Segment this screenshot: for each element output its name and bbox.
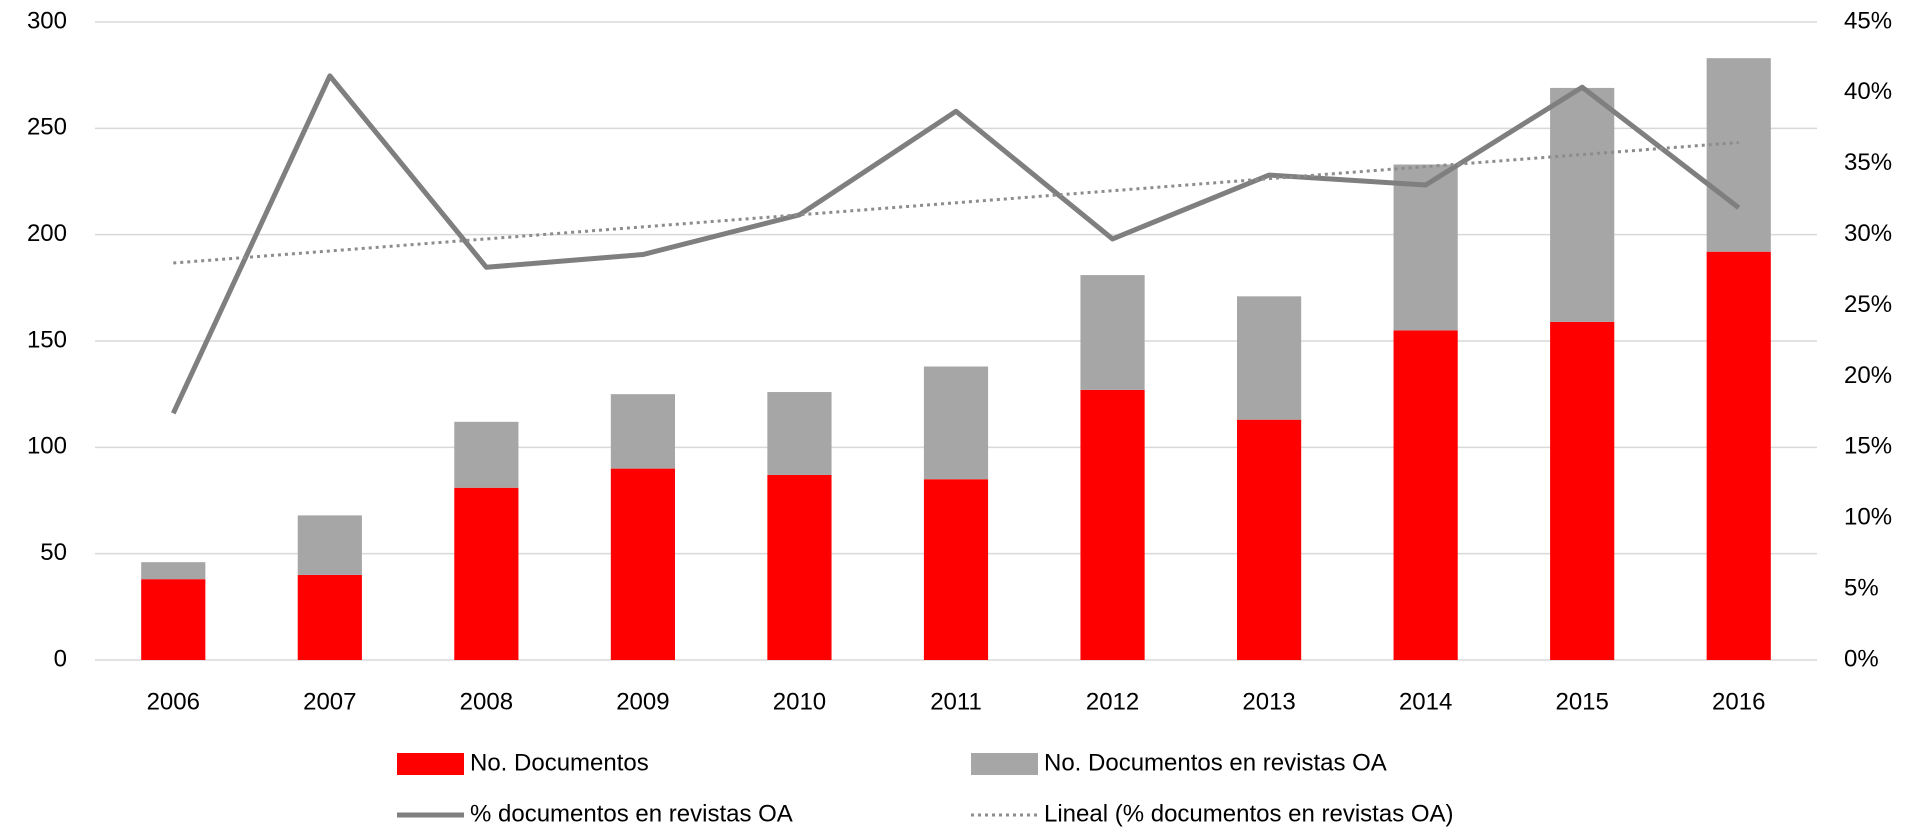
bar bbox=[1393, 164, 1458, 331]
y2-tick-label: 10% bbox=[1844, 504, 1892, 531]
y2-tick-label: 35% bbox=[1844, 149, 1892, 176]
y2-tick-label: 40% bbox=[1844, 78, 1892, 105]
bar bbox=[1393, 330, 1458, 660]
y-tick-label: 150 bbox=[27, 326, 67, 353]
y2-tick-label: 30% bbox=[1844, 220, 1892, 247]
y-tick-label: 100 bbox=[27, 433, 67, 460]
bar bbox=[297, 574, 362, 660]
bar bbox=[923, 366, 989, 480]
bar bbox=[1236, 296, 1302, 420]
x-tick-label: 2010 bbox=[773, 688, 826, 715]
x-tick-label: 2009 bbox=[616, 688, 669, 715]
y2-tick-label: 25% bbox=[1844, 291, 1892, 318]
bar bbox=[767, 392, 832, 475]
legend-label: No. Documentos bbox=[470, 749, 649, 776]
bar bbox=[1080, 389, 1145, 660]
y-tick-label: 0 bbox=[54, 645, 67, 672]
legend-swatch bbox=[397, 753, 464, 775]
bar bbox=[454, 487, 519, 660]
x-tick-label: 2007 bbox=[303, 688, 356, 715]
x-tick-label: 2011 bbox=[930, 688, 982, 715]
y-tick-label: 200 bbox=[27, 220, 67, 247]
y-tick-label: 300 bbox=[27, 7, 67, 34]
line bbox=[171, 73, 1741, 415]
trend-line bbox=[173, 141, 1739, 265]
bar bbox=[1706, 58, 1771, 252]
y-tick-label: 50 bbox=[40, 539, 67, 566]
y2-tick-label: 5% bbox=[1844, 574, 1879, 601]
bar bbox=[610, 394, 676, 469]
x-tick-label: 2012 bbox=[1086, 688, 1139, 715]
bar bbox=[1550, 87, 1615, 322]
bar bbox=[1080, 275, 1145, 390]
y2-tick-label: 0% bbox=[1844, 645, 1879, 672]
y2-tick-label: 15% bbox=[1844, 433, 1892, 460]
bar bbox=[1236, 419, 1302, 660]
legend-label: Lineal (% documentos en revistas OA) bbox=[1044, 800, 1454, 827]
bar bbox=[297, 515, 362, 575]
x-tick-label: 2014 bbox=[1399, 688, 1452, 715]
bar bbox=[767, 474, 832, 660]
bar bbox=[610, 468, 676, 660]
x-tick-label: 2008 bbox=[460, 688, 513, 715]
y2-tick-label: 20% bbox=[1844, 362, 1892, 389]
x-tick-label: 2016 bbox=[1712, 688, 1765, 715]
bar bbox=[1550, 321, 1615, 660]
bar bbox=[141, 579, 206, 660]
x-tick-label: 2013 bbox=[1242, 688, 1295, 715]
x-tick-label: 2015 bbox=[1555, 688, 1608, 715]
bar bbox=[141, 562, 206, 580]
bar bbox=[454, 421, 519, 488]
legend-label: No. Documentos en revistas OA bbox=[1044, 749, 1387, 776]
y-tick-label: 250 bbox=[27, 114, 67, 141]
x-tick-label: 2006 bbox=[147, 688, 200, 715]
bar bbox=[923, 479, 989, 660]
legend-label: % documentos en revistas OA bbox=[470, 800, 793, 827]
y2-tick-label: 45% bbox=[1844, 7, 1892, 34]
legend-swatch bbox=[971, 753, 1038, 775]
bar bbox=[1706, 251, 1771, 660]
